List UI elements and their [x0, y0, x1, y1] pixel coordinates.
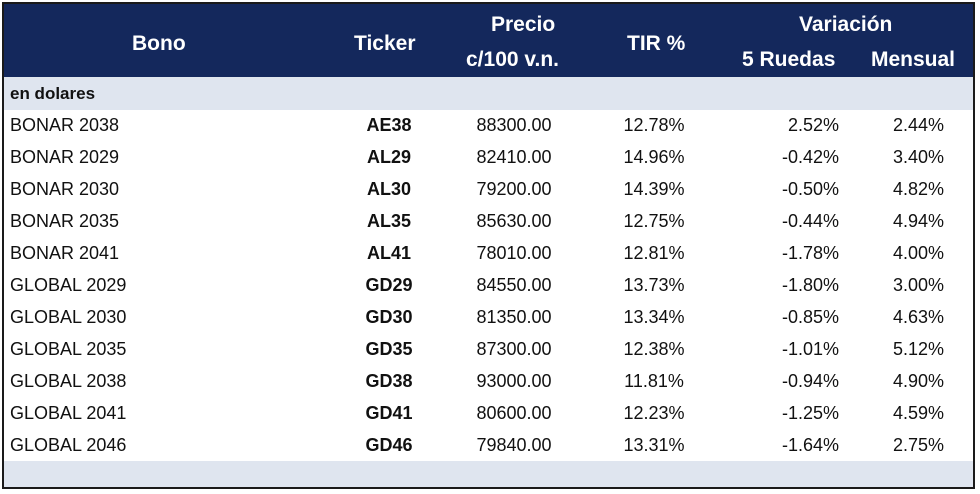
header-ticker: Ticker: [354, 32, 416, 55]
header-precio: Precio: [491, 13, 556, 36]
table-footer: [4, 461, 973, 487]
cell-mensual: 2.44%: [892, 115, 944, 135]
header-variacion: Variación: [799, 13, 893, 36]
cell-ticker: GD38: [365, 371, 413, 391]
cell-precio: 88300.00: [476, 115, 552, 135]
cell-mensual: 5.12%: [892, 339, 944, 359]
cell-bono: BONAR 2041: [10, 243, 120, 263]
cell-bono: GLOBAL 2041: [10, 403, 127, 423]
cell-mensual: 4.00%: [892, 243, 944, 263]
cell-tir: 14.96%: [623, 147, 685, 167]
cell-5-ruedas: -1.78%: [781, 243, 839, 263]
cell-ticker: AL41: [366, 243, 411, 263]
bond-table: Bono Ticker Precio c/100 v.n. TIR % Vari…: [2, 2, 975, 489]
cell-tir: 12.38%: [623, 339, 685, 359]
cell-precio: 79840.00: [476, 435, 552, 455]
table-row: GLOBAL 2046 GD46 79840.00 13.31% -1.64% 2.75%: [4, 431, 973, 463]
table-row: BONAR 2029 AL29 82410.00 14.96% -0.42% 3.40%: [4, 143, 973, 175]
cell-ticker: AL30: [366, 179, 411, 199]
cell-bono: GLOBAL 2029: [10, 275, 127, 295]
cell-bono: GLOBAL 2030: [10, 307, 127, 327]
cell-bono: BONAR 2038: [10, 115, 120, 135]
cell-tir: 12.81%: [623, 243, 685, 263]
cell-precio: 80600.00: [476, 403, 552, 423]
table-row: GLOBAL 2041 GD41 80600.00 12.23% -1.25% 4.59%: [4, 399, 973, 431]
cell-tir: 12.75%: [623, 211, 685, 231]
cell-tir: 12.23%: [623, 403, 685, 423]
cell-precio: 81350.00: [476, 307, 552, 327]
cell-precio: 84550.00: [476, 275, 552, 295]
cell-5-ruedas: -0.85%: [781, 307, 839, 327]
cell-5-ruedas: -0.50%: [781, 179, 839, 199]
cell-mensual: 3.00%: [892, 275, 944, 295]
table-row: BONAR 2035 AL35 85630.00 12.75% -0.44% 4.94%: [4, 207, 973, 239]
header-divider: [4, 77, 973, 79]
cell-5-ruedas: -1.64%: [781, 435, 839, 455]
cell-tir: 13.31%: [623, 435, 685, 455]
table-row: BONAR 2041 AL41 78010.00 12.81% -1.78% 4.00%: [4, 239, 973, 271]
cell-precio: 87300.00: [476, 339, 552, 359]
cell-precio: 85630.00: [476, 211, 552, 231]
cell-5-ruedas: -1.80%: [781, 275, 839, 295]
cell-5-ruedas: -0.44%: [781, 211, 839, 231]
header-precio-unit: c/100 v.n.: [466, 48, 560, 71]
cell-mensual: 4.94%: [892, 211, 944, 231]
table-row: BONAR 2030 AL30 79200.00 14.39% -0.50% 4.82%: [4, 175, 973, 207]
cell-ticker: GD46: [365, 435, 413, 455]
cell-tir: 11.81%: [624, 371, 684, 391]
cell-ticker: GD30: [365, 307, 413, 327]
cell-tir: 13.73%: [623, 275, 685, 295]
cell-precio: 82410.00: [476, 147, 552, 167]
cell-mensual: 4.59%: [892, 403, 944, 423]
cell-bono: GLOBAL 2038: [10, 371, 127, 391]
cell-bono: GLOBAL 2046: [10, 435, 127, 455]
cell-ticker: GD35: [365, 339, 413, 359]
table-header: Bono Ticker Precio c/100 v.n. TIR % Vari…: [4, 4, 973, 77]
table-row: GLOBAL 2038 GD38 93000.00 11.81% -0.94% 4.90%: [4, 367, 973, 399]
cell-mensual: 4.63%: [892, 307, 944, 327]
cell-ticker: GD29: [365, 275, 413, 295]
cell-precio: 93000.00: [476, 371, 552, 391]
cell-5-ruedas: -1.25%: [781, 403, 839, 423]
cell-mensual: 4.82%: [892, 179, 944, 199]
cell-bono: BONAR 2035: [10, 211, 120, 231]
cell-precio: 78010.00: [476, 243, 552, 263]
cell-tir: 12.78%: [623, 115, 685, 135]
cell-tir: 13.34%: [623, 307, 685, 327]
cell-mensual: 4.90%: [892, 371, 944, 391]
cell-tir: 14.39%: [623, 179, 685, 199]
cell-mensual: 3.40%: [892, 147, 944, 167]
cell-bono: GLOBAL 2035: [10, 339, 127, 359]
cell-ticker: AL35: [366, 211, 411, 231]
table-row: BONAR 2038 AE38 88300.00 12.78% 2.52% 2.44%: [4, 111, 973, 143]
cell-bono: BONAR 2029: [10, 147, 120, 167]
header-tir: TIR %: [627, 32, 686, 55]
cell-bono: BONAR 2030: [10, 179, 120, 199]
table-row: GLOBAL 2030 GD30 81350.00 13.34% -0.85% 4.63%: [4, 303, 973, 335]
section-row: en dolares: [4, 79, 973, 110]
cell-ticker: GD41: [365, 403, 413, 423]
cell-5-ruedas: -0.94%: [781, 371, 839, 391]
cell-mensual: 2.75%: [892, 435, 944, 455]
cell-ticker: AE38: [366, 115, 412, 135]
table-row: GLOBAL 2029 GD29 84550.00 13.73% -1.80% 3.00%: [4, 271, 973, 303]
cell-5-ruedas: -0.42%: [781, 147, 839, 167]
cell-5-ruedas: 2.52%: [787, 115, 839, 135]
section-label: en dolares: [10, 84, 96, 103]
table-row: GLOBAL 2035 GD35 87300.00 12.38% -1.01% 5.12%: [4, 335, 973, 367]
table-body: BONAR 2038 AE38 88300.00 12.78% 2.52% 2.44% BO…: [4, 111, 973, 463]
cell-precio: 79200.00: [476, 179, 552, 199]
header-5-ruedas: 5 Ruedas: [742, 48, 836, 71]
cell-5-ruedas: -1.01%: [781, 339, 839, 359]
header-bono: Bono: [132, 32, 186, 55]
header-mensual: Mensual: [871, 48, 956, 71]
cell-ticker: AL29: [366, 147, 411, 167]
